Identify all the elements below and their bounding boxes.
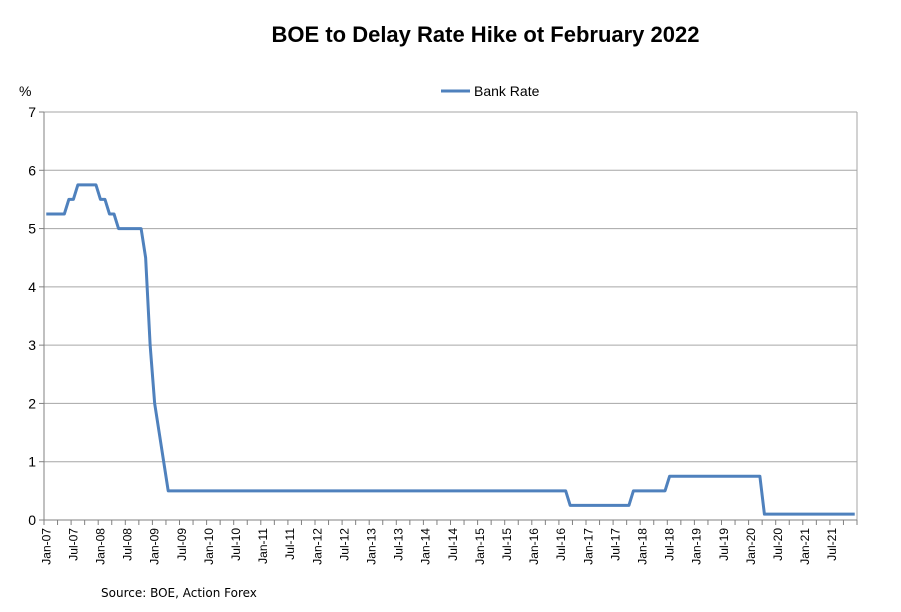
x-tick-label: Jan-17 xyxy=(581,528,595,565)
y-tick-label: 0 xyxy=(28,512,36,528)
x-tick-label: Jan-09 xyxy=(148,528,162,565)
x-tick-label: Jul-17 xyxy=(608,528,622,561)
y-tick-label: 4 xyxy=(28,279,36,295)
y-axis-unit-label: % xyxy=(19,83,31,99)
x-tick-label: Jan-19 xyxy=(690,528,704,565)
gridlines xyxy=(44,111,857,463)
x-tick-label: Jan-13 xyxy=(364,528,378,565)
x-tick-label: Jan-10 xyxy=(202,528,216,565)
y-tick-label: 1 xyxy=(28,454,36,470)
legend-label-bank-rate: Bank Rate xyxy=(474,83,540,99)
x-tick-label: Jul-16 xyxy=(554,528,568,561)
x-tick-label: Jul-20 xyxy=(771,528,785,561)
x-tick-label: Jul-10 xyxy=(229,528,243,561)
x-tick-label: Jul-19 xyxy=(717,528,731,561)
x-tick-label: Jan-16 xyxy=(527,528,541,565)
x-tick-label: Jul-12 xyxy=(337,528,351,561)
y-tick-label: 3 xyxy=(28,337,36,353)
x-tick-label: Jan-07 xyxy=(39,528,53,565)
x-tick-label: Jan-18 xyxy=(635,528,649,565)
x-tick-label: Jan-11 xyxy=(256,528,270,564)
y-tick-label: 6 xyxy=(28,162,36,178)
legend: Bank Rate xyxy=(441,83,540,99)
series-group xyxy=(46,183,855,516)
x-tick-label: Jan-08 xyxy=(93,528,107,565)
y-axis-ticks: 0 1 2 3 4 5 6 7 xyxy=(28,104,44,528)
x-tick-label: Jul-09 xyxy=(175,528,189,561)
x-tick-label: Jan-21 xyxy=(798,528,812,565)
x-tick-label: Jul-18 xyxy=(663,528,677,561)
x-tick-label: Jul-13 xyxy=(392,528,406,561)
x-tick-label: Jul-08 xyxy=(121,528,135,561)
chart-source-note: Source: BOE, Action Forex xyxy=(101,586,257,600)
y-tick-label: 7 xyxy=(28,104,36,120)
x-tick-label: Jan-20 xyxy=(744,528,758,565)
x-tick-label: Jul-21 xyxy=(825,528,839,561)
x-axis-ticks: Jan-07 Jul-07 Jan-08 Jul-08 Jan-09 Jul-09 Jan-… xyxy=(39,520,858,565)
y-tick-label: 2 xyxy=(28,395,36,411)
x-tick-label: Jul-11 xyxy=(283,528,297,560)
x-tick-label: Jan-14 xyxy=(419,528,433,565)
x-tick-label: Jan-15 xyxy=(473,528,487,565)
x-tick-label: Jul-14 xyxy=(446,528,460,561)
series-line-bank-rate xyxy=(46,183,855,516)
axes xyxy=(43,111,858,521)
x-tick-label: Jan-12 xyxy=(310,528,324,565)
x-tick-label: Jul-07 xyxy=(66,528,80,561)
y-tick-label: 5 xyxy=(28,221,36,237)
chart-title: BOE to Delay Rate Hike ot February 2022 xyxy=(271,22,700,47)
x-tick-label: Jul-15 xyxy=(500,528,514,561)
